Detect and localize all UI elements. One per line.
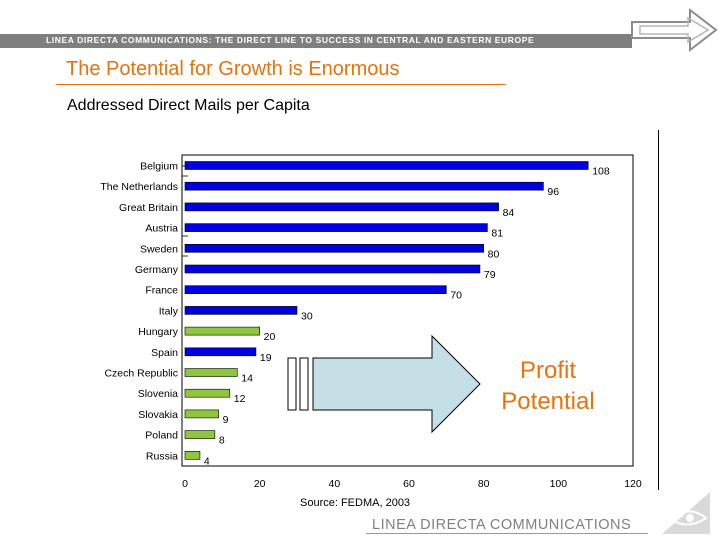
category-label: Slovenia [138, 388, 178, 400]
bar-france [184, 285, 447, 295]
bar-russia [184, 450, 201, 460]
data-label: 9 [223, 414, 229, 426]
bar-slovenia [184, 388, 231, 398]
data-label: 96 [547, 186, 559, 198]
data-label: 30 [301, 310, 313, 322]
data-label: 80 [488, 248, 500, 260]
bar-the-netherlands [184, 181, 544, 191]
profit-arrow-icon [287, 334, 481, 434]
data-label: 20 [264, 331, 276, 343]
profit-potential-label: Profit Potential [486, 355, 610, 417]
category-label: Slovakia [138, 409, 178, 421]
data-label: 84 [503, 207, 515, 219]
bar-poland [184, 430, 216, 439]
category-label: Czech Republic [104, 368, 178, 380]
category-label: Russia [146, 450, 178, 462]
bar-italy [184, 306, 298, 315]
bar-great-britain [184, 202, 499, 212]
category-label: France [145, 285, 178, 297]
footer-divider [366, 533, 648, 534]
category-label: Sweden [140, 243, 178, 255]
category-label: Germany [135, 264, 179, 276]
category-label: Spain [151, 347, 178, 359]
category-label: Hungary [138, 326, 178, 338]
footer-brand: LINEA DIRECTA COMMUNICATIONS [372, 517, 632, 533]
profit-line-2: Potential [501, 388, 595, 415]
x-tick-label: 0 [182, 478, 188, 490]
source-note: Source: FEDMA, 2003 [300, 497, 411, 509]
chart-subtitle: Addressed Direct Mails per Capita [67, 97, 310, 114]
category-label: Poland [145, 430, 178, 442]
x-tick-label: 40 [328, 478, 340, 490]
page-title: The Potential for Growth is Enormous [66, 58, 400, 80]
header-tagline: LINEA DIRECTA COMMUNICATIONS: THE DIRECT… [46, 35, 535, 45]
profit-line-1: Profit [519, 357, 576, 384]
category-label: Belgium [140, 161, 178, 173]
x-tick-label: 80 [478, 478, 490, 490]
bar-austria [184, 223, 488, 232]
x-tick-label: 120 [624, 478, 642, 490]
data-label: 8 [219, 435, 225, 447]
header-bar [0, 34, 632, 48]
data-label: 14 [241, 373, 253, 385]
category-label: The Netherlands [100, 181, 178, 193]
bar-slovakia [184, 409, 219, 419]
category-label: Italy [159, 305, 179, 317]
x-tick-label: 60 [403, 478, 415, 490]
eye-logo-icon [662, 492, 710, 534]
vertical-rule [658, 130, 659, 490]
title-divider [56, 84, 506, 85]
data-label: 108 [592, 166, 610, 178]
data-label: 12 [234, 393, 246, 405]
plot-area [181, 154, 634, 467]
bar-hungary [184, 326, 260, 336]
category-label: Austria [145, 223, 178, 235]
x-tick-label: 20 [254, 478, 266, 490]
forward-arrow-icon[interactable] [628, 0, 720, 60]
bar-czech-republic [184, 368, 238, 377]
bar-sweden [184, 244, 484, 253]
data-label: 70 [450, 290, 462, 302]
bar-germany [184, 264, 481, 274]
data-label: 4 [204, 455, 210, 467]
data-label: 79 [484, 269, 496, 281]
data-label: 19 [260, 352, 272, 364]
bar-spain [184, 347, 257, 357]
data-label: 81 [491, 228, 503, 240]
x-tick-label: 100 [550, 478, 568, 490]
category-label: Great Britain [119, 202, 178, 214]
bar-belgium [184, 161, 589, 170]
